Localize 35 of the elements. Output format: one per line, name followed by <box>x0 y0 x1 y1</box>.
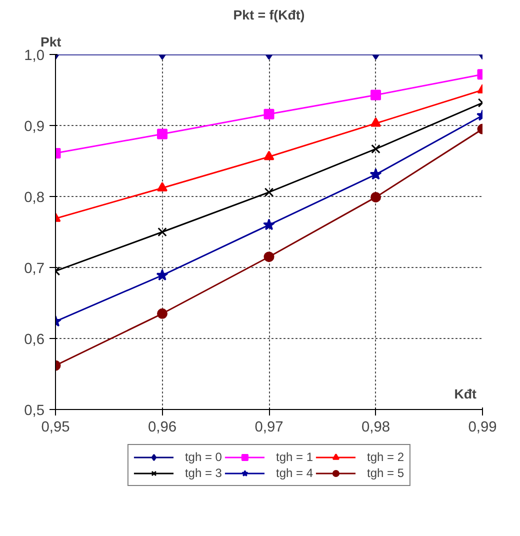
y-tick-label: 0,9 <box>24 119 44 135</box>
legend-label: tgh = 1 <box>276 450 314 464</box>
point <box>264 252 274 262</box>
point <box>156 269 168 281</box>
legend-label: tgh = 0 <box>184 450 222 464</box>
y-tick-label: 0,5 <box>24 403 44 419</box>
x-tick-label: 0,95 <box>41 420 70 436</box>
point <box>157 182 168 192</box>
point <box>370 117 381 127</box>
chart-title: Pkt = f(Kđt) <box>233 8 305 22</box>
point <box>370 168 382 180</box>
point <box>157 308 168 319</box>
y-tick-label: 1,0 <box>24 48 44 64</box>
legend-label: tgh = 3 <box>184 466 222 480</box>
x-tick-label: 0,96 <box>148 420 177 436</box>
y-axis-title: Pkt <box>40 34 62 50</box>
point <box>370 90 381 100</box>
point <box>370 192 381 202</box>
x-tick-label: 0,98 <box>361 420 390 436</box>
legend-label: tgh = 5 <box>367 466 404 480</box>
point <box>157 128 168 140</box>
point <box>263 218 275 230</box>
point <box>158 227 167 237</box>
x-tick-label: 0,97 <box>254 420 284 436</box>
point <box>371 144 380 154</box>
x-axis-title: Kđt <box>454 386 478 402</box>
x-tick-label: 0,99 <box>468 420 497 436</box>
y-tick-label: 0,6 <box>24 332 44 348</box>
point <box>264 188 274 197</box>
point <box>264 108 274 120</box>
point <box>264 150 274 160</box>
legend-label: tgh = 4 <box>276 466 314 480</box>
y-tick-label: 0,7 <box>24 261 44 277</box>
legend-label: tgh = 2 <box>367 450 404 464</box>
y-tick-label: 0,8 <box>24 190 44 206</box>
